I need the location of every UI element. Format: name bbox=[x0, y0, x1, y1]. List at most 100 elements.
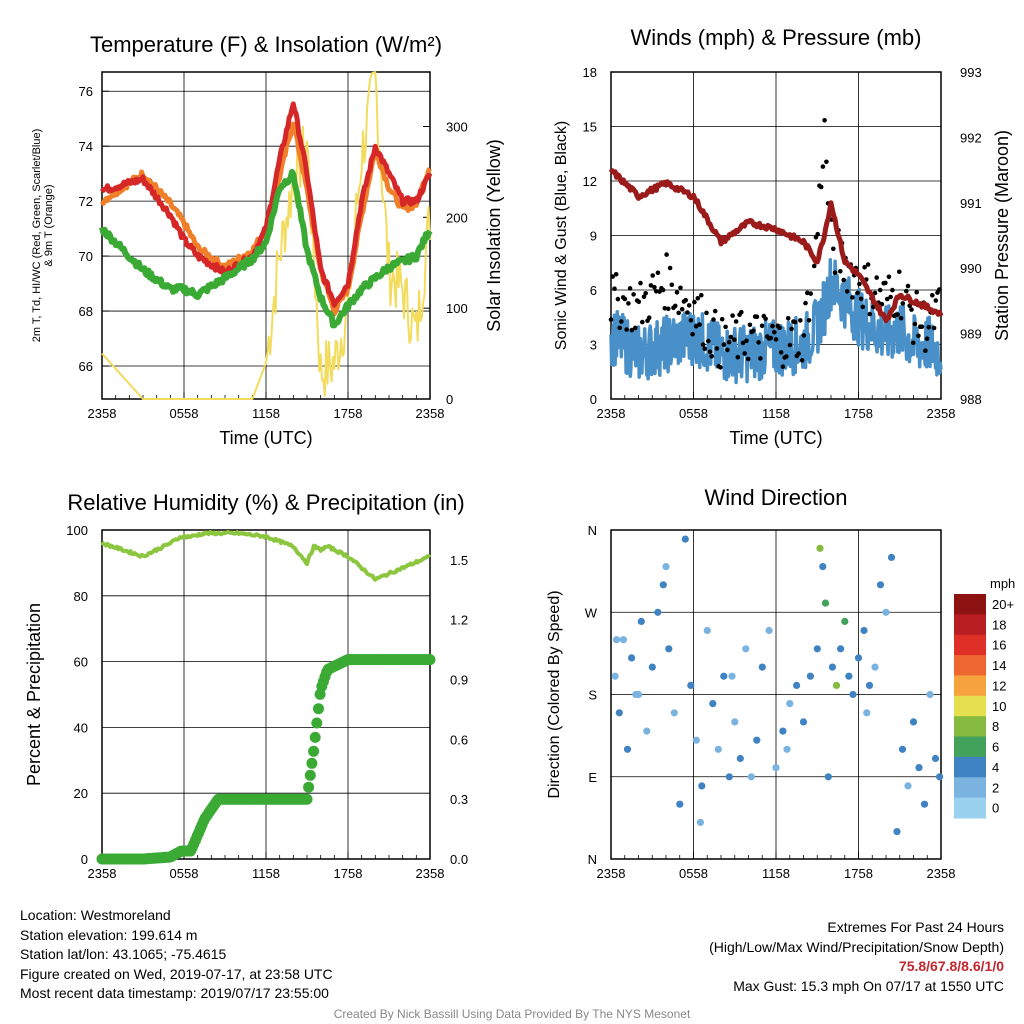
y-tick-label: N bbox=[588, 523, 597, 538]
wind-direction-point bbox=[725, 773, 733, 781]
colorbar-swatch bbox=[954, 756, 986, 778]
gust-point bbox=[652, 284, 657, 290]
gust-point bbox=[610, 274, 615, 279]
wind-direction-point bbox=[623, 745, 632, 753]
gust-point bbox=[711, 317, 716, 322]
x-tick-label: 0558 bbox=[170, 866, 199, 881]
gust-point bbox=[900, 301, 906, 306]
wind-direction-point bbox=[845, 672, 853, 680]
wind-direction-point bbox=[676, 800, 684, 808]
wind-direction-point bbox=[863, 709, 871, 717]
x-axis-label: Time (UTC) bbox=[219, 428, 312, 448]
station-location: Location: Westmoreland bbox=[20, 907, 171, 923]
wind-direction-point bbox=[816, 544, 824, 552]
wind-direction-point bbox=[670, 709, 678, 717]
gust-point bbox=[780, 364, 786, 370]
station-elevation: Station elevation: 199.614 m bbox=[20, 926, 198, 943]
gust-point bbox=[862, 264, 867, 270]
x-tick-label: 1158 bbox=[252, 866, 280, 881]
colorbar-tick-label: 4 bbox=[992, 760, 999, 775]
y-right-tick-label: 1.2 bbox=[450, 613, 468, 628]
station-latlon: Station lat/lon: 43.1065; -75.4615 bbox=[20, 946, 227, 962]
gust-point bbox=[931, 325, 937, 331]
series-insolation-line bbox=[101, 71, 431, 400]
y-tick-label: 70 bbox=[79, 249, 93, 264]
chart-title: Wind Direction bbox=[704, 485, 847, 510]
y-right-tick-label: 0.3 bbox=[450, 792, 468, 807]
wind-direction-point bbox=[865, 681, 874, 690]
gust-point bbox=[646, 315, 652, 321]
series-sonic-wind-line bbox=[609, 257, 943, 385]
colorbar-tick-label: 20+ bbox=[992, 597, 1014, 612]
extremes-heading: Extremes For Past 24 Hours bbox=[827, 919, 1004, 935]
colorbar-swatch bbox=[954, 695, 986, 717]
gust-point bbox=[662, 306, 668, 311]
gust-point bbox=[706, 338, 711, 344]
gust-point bbox=[832, 270, 838, 276]
gust-point bbox=[666, 306, 671, 312]
colorbar-tick-label: 14 bbox=[992, 658, 1006, 673]
series-temperature-line bbox=[99, 101, 433, 308]
gust-point bbox=[744, 338, 749, 344]
y-tick-label: 20 bbox=[74, 786, 88, 801]
wind-direction-point bbox=[898, 745, 907, 753]
gust-point bbox=[798, 318, 803, 323]
y-axis-label: Percent & Precipitation bbox=[24, 603, 44, 786]
gust-point bbox=[660, 287, 666, 293]
gust-point bbox=[638, 280, 643, 286]
gust-point bbox=[676, 310, 681, 316]
y-tick-label: W bbox=[585, 605, 598, 620]
gust-point bbox=[916, 333, 921, 339]
wind-direction-point bbox=[854, 654, 863, 662]
x-tick-label: 2358 bbox=[88, 406, 117, 421]
precip-point bbox=[304, 769, 316, 781]
figure-created: Figure created on Wed, 2019-07-17, at 23… bbox=[20, 965, 333, 982]
wind-direction-point bbox=[821, 599, 830, 607]
gust-point bbox=[811, 263, 817, 269]
wind-direction-point bbox=[799, 718, 808, 726]
y-axis-label: Direction (Colored By Speed) bbox=[546, 590, 563, 798]
gust-point bbox=[895, 312, 900, 317]
wind-direction-point bbox=[931, 754, 940, 763]
wind-direction-point bbox=[619, 636, 628, 644]
gust-point bbox=[704, 310, 709, 316]
colorbar-swatch bbox=[954, 594, 986, 615]
y-right-tick-label: 990 bbox=[960, 261, 982, 276]
gust-point bbox=[897, 269, 902, 275]
gust-point bbox=[747, 322, 753, 328]
gust-point bbox=[763, 316, 768, 322]
gust-point bbox=[739, 309, 744, 315]
series-humidity-line bbox=[100, 530, 432, 582]
gust-point bbox=[860, 304, 866, 310]
y-axis-label: Sonic Wind & Gust (Blue, Black) bbox=[553, 121, 570, 350]
gust-point bbox=[770, 323, 775, 329]
wind-direction-point bbox=[772, 764, 780, 772]
wind-direction-point bbox=[654, 608, 662, 616]
gust-point bbox=[831, 246, 836, 252]
gust-point bbox=[778, 350, 784, 355]
station-info: Location: Westmoreland Station elevation… bbox=[20, 906, 333, 1004]
gust-point bbox=[700, 342, 706, 347]
gust-point bbox=[669, 282, 675, 288]
y-right-tick-label: 989 bbox=[960, 327, 982, 342]
y-tick-label: 15 bbox=[583, 120, 597, 135]
wind-direction-point bbox=[648, 663, 656, 671]
wind-direction-point bbox=[615, 709, 623, 717]
gust-point bbox=[773, 337, 779, 342]
gust-point bbox=[789, 326, 794, 332]
max-gust: Max Gust: 15.3 mph On 07/17 at 1550 UTC bbox=[733, 977, 1004, 994]
x-tick-label: 2358 bbox=[927, 406, 956, 421]
y-tick-label: 9 bbox=[590, 229, 597, 244]
wind-direction-point bbox=[841, 617, 849, 626]
gust-point bbox=[784, 354, 789, 359]
x-tick-label: 1758 bbox=[334, 866, 363, 881]
gust-point bbox=[653, 289, 659, 294]
x-tick-label: 1758 bbox=[844, 866, 873, 881]
gust-point bbox=[751, 328, 756, 334]
wind-direction-point bbox=[662, 563, 670, 571]
gust-point bbox=[905, 283, 911, 289]
x-tick-label: 0558 bbox=[170, 406, 199, 421]
wind-direction-point bbox=[849, 690, 857, 699]
wind-direction-point bbox=[758, 663, 766, 671]
gust-point bbox=[667, 265, 673, 271]
